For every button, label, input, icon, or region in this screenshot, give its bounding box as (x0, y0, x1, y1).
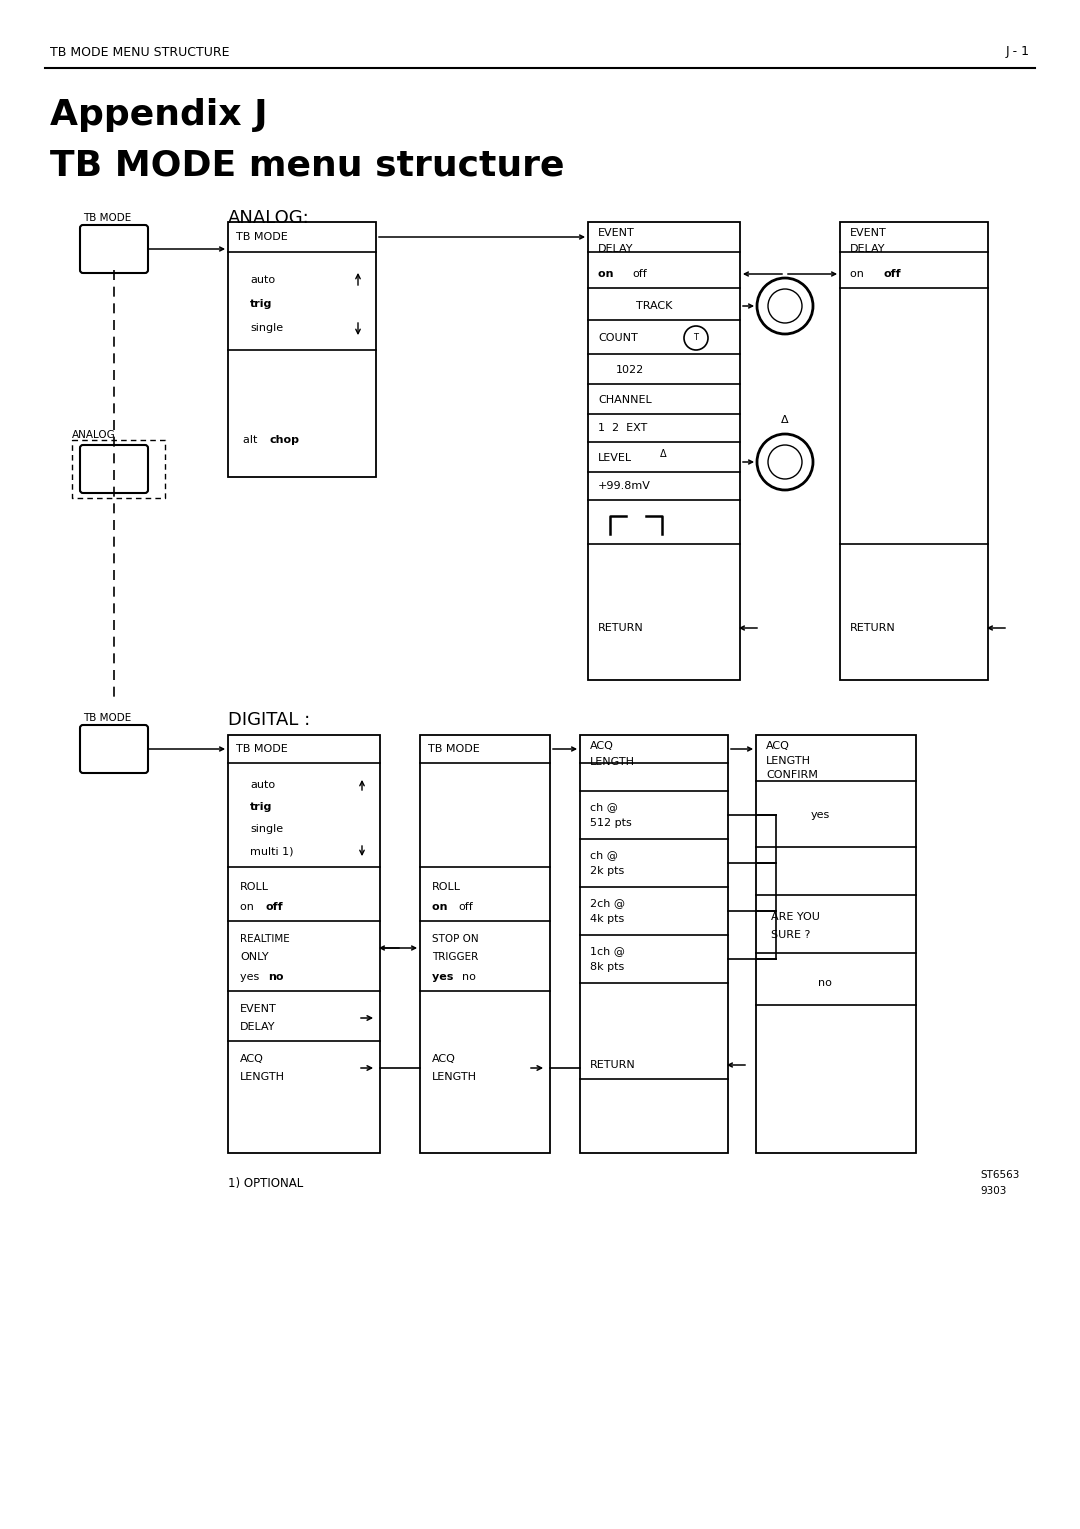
Text: STOP ON: STOP ON (432, 934, 478, 943)
Text: LENGTH: LENGTH (590, 757, 635, 768)
Text: Δ: Δ (660, 450, 666, 459)
Text: TB MODE: TB MODE (428, 745, 480, 754)
Text: ch @: ch @ (590, 803, 618, 812)
Text: +99.8mV: +99.8mV (598, 482, 651, 491)
Text: single: single (249, 323, 283, 333)
Text: no: no (818, 979, 832, 988)
Text: TB MODE: TB MODE (237, 745, 287, 754)
Text: TB MODE: TB MODE (83, 213, 132, 223)
Text: ONLY: ONLY (240, 953, 269, 962)
Text: 9303: 9303 (980, 1187, 1007, 1196)
Text: LENGTH: LENGTH (432, 1072, 477, 1083)
Text: DELAY: DELAY (850, 245, 886, 254)
Text: 2ch @: 2ch @ (590, 898, 625, 908)
Text: yes: yes (240, 972, 262, 982)
Text: yes: yes (811, 810, 831, 820)
Text: trig: trig (249, 300, 272, 309)
Text: 1) OPTIONAL: 1) OPTIONAL (228, 1176, 303, 1190)
Text: auto: auto (249, 275, 275, 284)
Text: DELAY: DELAY (240, 1021, 275, 1032)
Text: ROLL: ROLL (240, 882, 269, 891)
Text: SURE ?: SURE ? (771, 930, 810, 940)
Text: alt: alt (243, 434, 261, 445)
Text: TRIGGER: TRIGGER (432, 953, 478, 962)
Text: on: on (432, 902, 451, 911)
Text: ch @: ch @ (590, 850, 618, 859)
Text: off: off (632, 269, 647, 278)
Text: on: on (598, 269, 618, 278)
Text: ACQ: ACQ (432, 1053, 456, 1064)
Text: REALTIME: REALTIME (240, 934, 289, 943)
Text: 4k pts: 4k pts (590, 914, 624, 924)
Text: 512 pts: 512 pts (590, 818, 632, 829)
Text: off: off (458, 902, 473, 911)
Text: LEVEL: LEVEL (598, 453, 632, 463)
Text: RETURN: RETURN (850, 622, 895, 633)
Text: multi 1): multi 1) (249, 846, 294, 856)
Text: trig: trig (249, 803, 272, 812)
Text: COUNT: COUNT (598, 333, 638, 342)
Text: J - 1: J - 1 (1005, 46, 1030, 58)
Text: ST6563: ST6563 (980, 1170, 1020, 1180)
Text: ANALOG: ANALOG (72, 430, 116, 440)
Text: CHANNEL: CHANNEL (598, 394, 651, 405)
FancyBboxPatch shape (80, 225, 148, 274)
Text: ACQ: ACQ (766, 742, 789, 751)
Text: on: on (850, 269, 867, 278)
FancyBboxPatch shape (80, 445, 148, 492)
Text: no: no (268, 972, 283, 982)
Text: LENGTH: LENGTH (766, 755, 811, 766)
Text: Appendix J: Appendix J (50, 98, 268, 131)
Text: chop: chop (270, 434, 300, 445)
Bar (228, 222, 376, 477)
Bar (228, 735, 380, 1153)
Text: EVENT: EVENT (240, 1005, 276, 1014)
Text: yes: yes (432, 972, 457, 982)
Text: on: on (240, 902, 257, 911)
Text: EVENT: EVENT (598, 228, 635, 239)
Text: auto: auto (249, 780, 275, 790)
Bar (580, 735, 728, 1153)
Bar (756, 735, 916, 1153)
Text: TB MODE menu structure: TB MODE menu structure (50, 148, 565, 182)
Text: TB MODE: TB MODE (83, 713, 132, 723)
Text: RETURN: RETURN (590, 1060, 636, 1070)
Text: 2k pts: 2k pts (590, 865, 624, 876)
Text: ARE YOU: ARE YOU (771, 911, 820, 922)
Text: no: no (462, 972, 476, 982)
Text: EVENT: EVENT (850, 228, 887, 239)
Text: LENGTH: LENGTH (240, 1072, 285, 1083)
Bar (420, 735, 550, 1153)
Text: off: off (883, 269, 901, 278)
Bar (840, 222, 988, 680)
Bar (588, 222, 740, 680)
FancyBboxPatch shape (80, 725, 148, 774)
Text: RETURN: RETURN (598, 622, 644, 633)
Text: DIGITAL :: DIGITAL : (228, 711, 310, 729)
Text: 1022: 1022 (616, 365, 645, 375)
Text: TRACK: TRACK (636, 301, 673, 310)
Text: 8k pts: 8k pts (590, 962, 624, 972)
Text: CONFIRM: CONFIRM (766, 771, 818, 780)
Text: T: T (693, 333, 699, 342)
Text: ACQ: ACQ (240, 1053, 264, 1064)
Text: TB MODE MENU STRUCTURE: TB MODE MENU STRUCTURE (50, 46, 229, 58)
Text: single: single (249, 824, 283, 833)
Text: off: off (266, 902, 284, 911)
Text: ROLL: ROLL (432, 882, 461, 891)
Text: 1ch @: 1ch @ (590, 946, 625, 956)
Text: ANALOG:: ANALOG: (228, 209, 310, 226)
Text: Δ: Δ (781, 414, 788, 425)
Text: TB MODE: TB MODE (237, 232, 287, 242)
Text: DELAY: DELAY (598, 245, 634, 254)
Text: ACQ: ACQ (590, 742, 613, 751)
Text: 1  2  EXT: 1 2 EXT (598, 424, 647, 433)
